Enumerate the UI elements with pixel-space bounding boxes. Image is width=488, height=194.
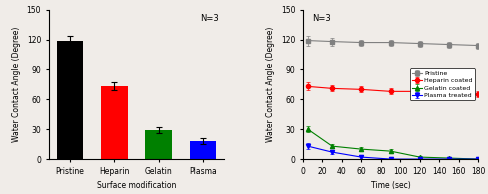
Y-axis label: Water Contact Angle (Degree): Water Contact Angle (Degree) bbox=[266, 27, 275, 142]
X-axis label: Surface modification: Surface modification bbox=[97, 181, 176, 190]
Bar bbox=[101, 86, 127, 159]
Text: N=3: N=3 bbox=[312, 14, 330, 23]
Y-axis label: Water Contact Angle (Degree): Water Contact Angle (Degree) bbox=[12, 27, 21, 142]
Bar bbox=[57, 41, 83, 159]
X-axis label: Time (sec): Time (sec) bbox=[371, 181, 410, 190]
Text: N=3: N=3 bbox=[200, 14, 219, 23]
Bar bbox=[189, 141, 216, 159]
Bar bbox=[145, 130, 172, 159]
Legend: Pristine, Heparin coated, Gelatin coated, Plasma treated: Pristine, Heparin coated, Gelatin coated… bbox=[410, 68, 475, 100]
